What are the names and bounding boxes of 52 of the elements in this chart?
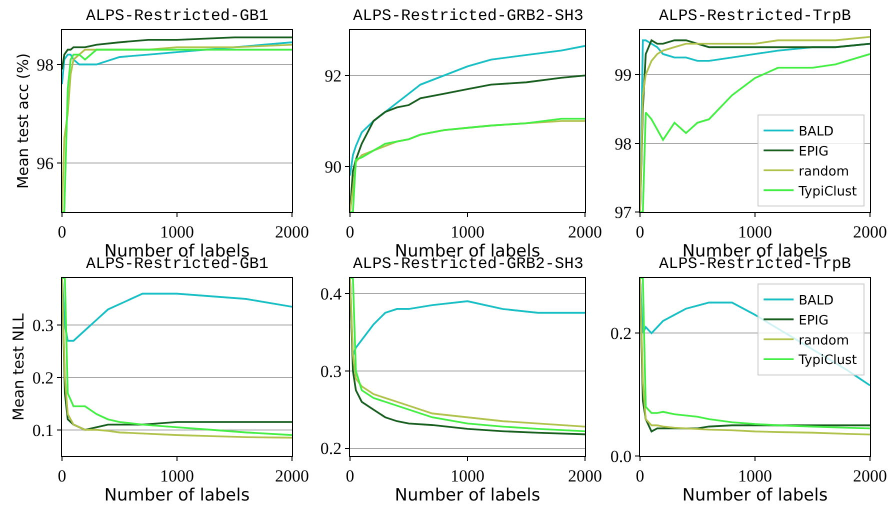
legend-label: TypiClust <box>798 353 857 368</box>
legend-label: random <box>798 164 850 180</box>
line-series <box>62 36 292 70</box>
x-tick-label: 1000 <box>160 466 194 486</box>
y-tick-label: 0.3 <box>320 362 342 381</box>
legend-label: TypiClust <box>798 184 857 200</box>
y-tick-label: 98 <box>36 55 54 74</box>
x-tick-label: 0 <box>58 466 66 486</box>
x-tick-label: 1000 <box>450 466 484 486</box>
x-tick-label: 2000 <box>568 222 602 242</box>
y-tick-label: 0.2 <box>320 439 342 458</box>
line-series <box>62 41 292 86</box>
x-axis-title: Number of labels <box>394 485 540 506</box>
y-tick-label: 97 <box>614 202 632 222</box>
legend-label: BALD <box>798 124 834 140</box>
x-axis-title: Number of labels <box>104 485 250 506</box>
x-tick-label: 0 <box>58 222 66 242</box>
x-tick-label: 0 <box>346 466 354 486</box>
x-tick-label: 2000 <box>853 466 887 486</box>
legend-label: random <box>798 333 850 348</box>
x-tick-label: 2000 <box>275 222 309 242</box>
x-tick-label: 1000 <box>738 466 772 486</box>
y-tick-label: 0.3 <box>32 316 54 336</box>
x-tick-label: 0 <box>636 222 644 242</box>
y-tick-label: 92 <box>324 66 342 86</box>
x-axis-title: Number of labels <box>682 485 828 506</box>
y-tick-label: 98 <box>614 134 632 154</box>
text: BALD <box>798 293 834 308</box>
x-tick-label: 2000 <box>275 466 309 486</box>
x-tick-label: 0 <box>636 466 644 486</box>
y-tick-label: 0.1 <box>32 420 54 440</box>
line-series <box>350 45 585 176</box>
x-tick-label: 2000 <box>853 222 887 242</box>
chart-title: ALPS-Restricted-GRB2-SH3 <box>353 7 584 25</box>
y-tick-label: 0.2 <box>32 368 54 388</box>
y-axis-title: Mean test acc (%) <box>14 53 32 189</box>
legend-label: EPIG <box>798 313 829 328</box>
chart-title: ALPS-Restricted-TrpB <box>659 7 852 25</box>
legend-label: EPIG <box>798 144 829 160</box>
y-axis-title: Mean test NLL <box>10 312 28 421</box>
x-tick-label: 1000 <box>738 222 772 242</box>
chart-title: ALPS-Restricted-GB1 <box>86 7 268 25</box>
y-tick-label: 0.4 <box>320 284 342 304</box>
y-tick-label: 0.2 <box>610 324 632 344</box>
x-tick-label: 1000 <box>450 222 484 242</box>
y-tick-label: 96 <box>36 154 54 173</box>
y-tick-label: 99 <box>614 66 632 85</box>
x-tick-label: 2000 <box>568 466 602 486</box>
y-tick-label: 90 <box>324 157 342 176</box>
y-tick-label: 0.0 <box>610 446 632 466</box>
x-tick-label: 0 <box>346 222 354 242</box>
x-tick-label: 1000 <box>160 222 194 242</box>
